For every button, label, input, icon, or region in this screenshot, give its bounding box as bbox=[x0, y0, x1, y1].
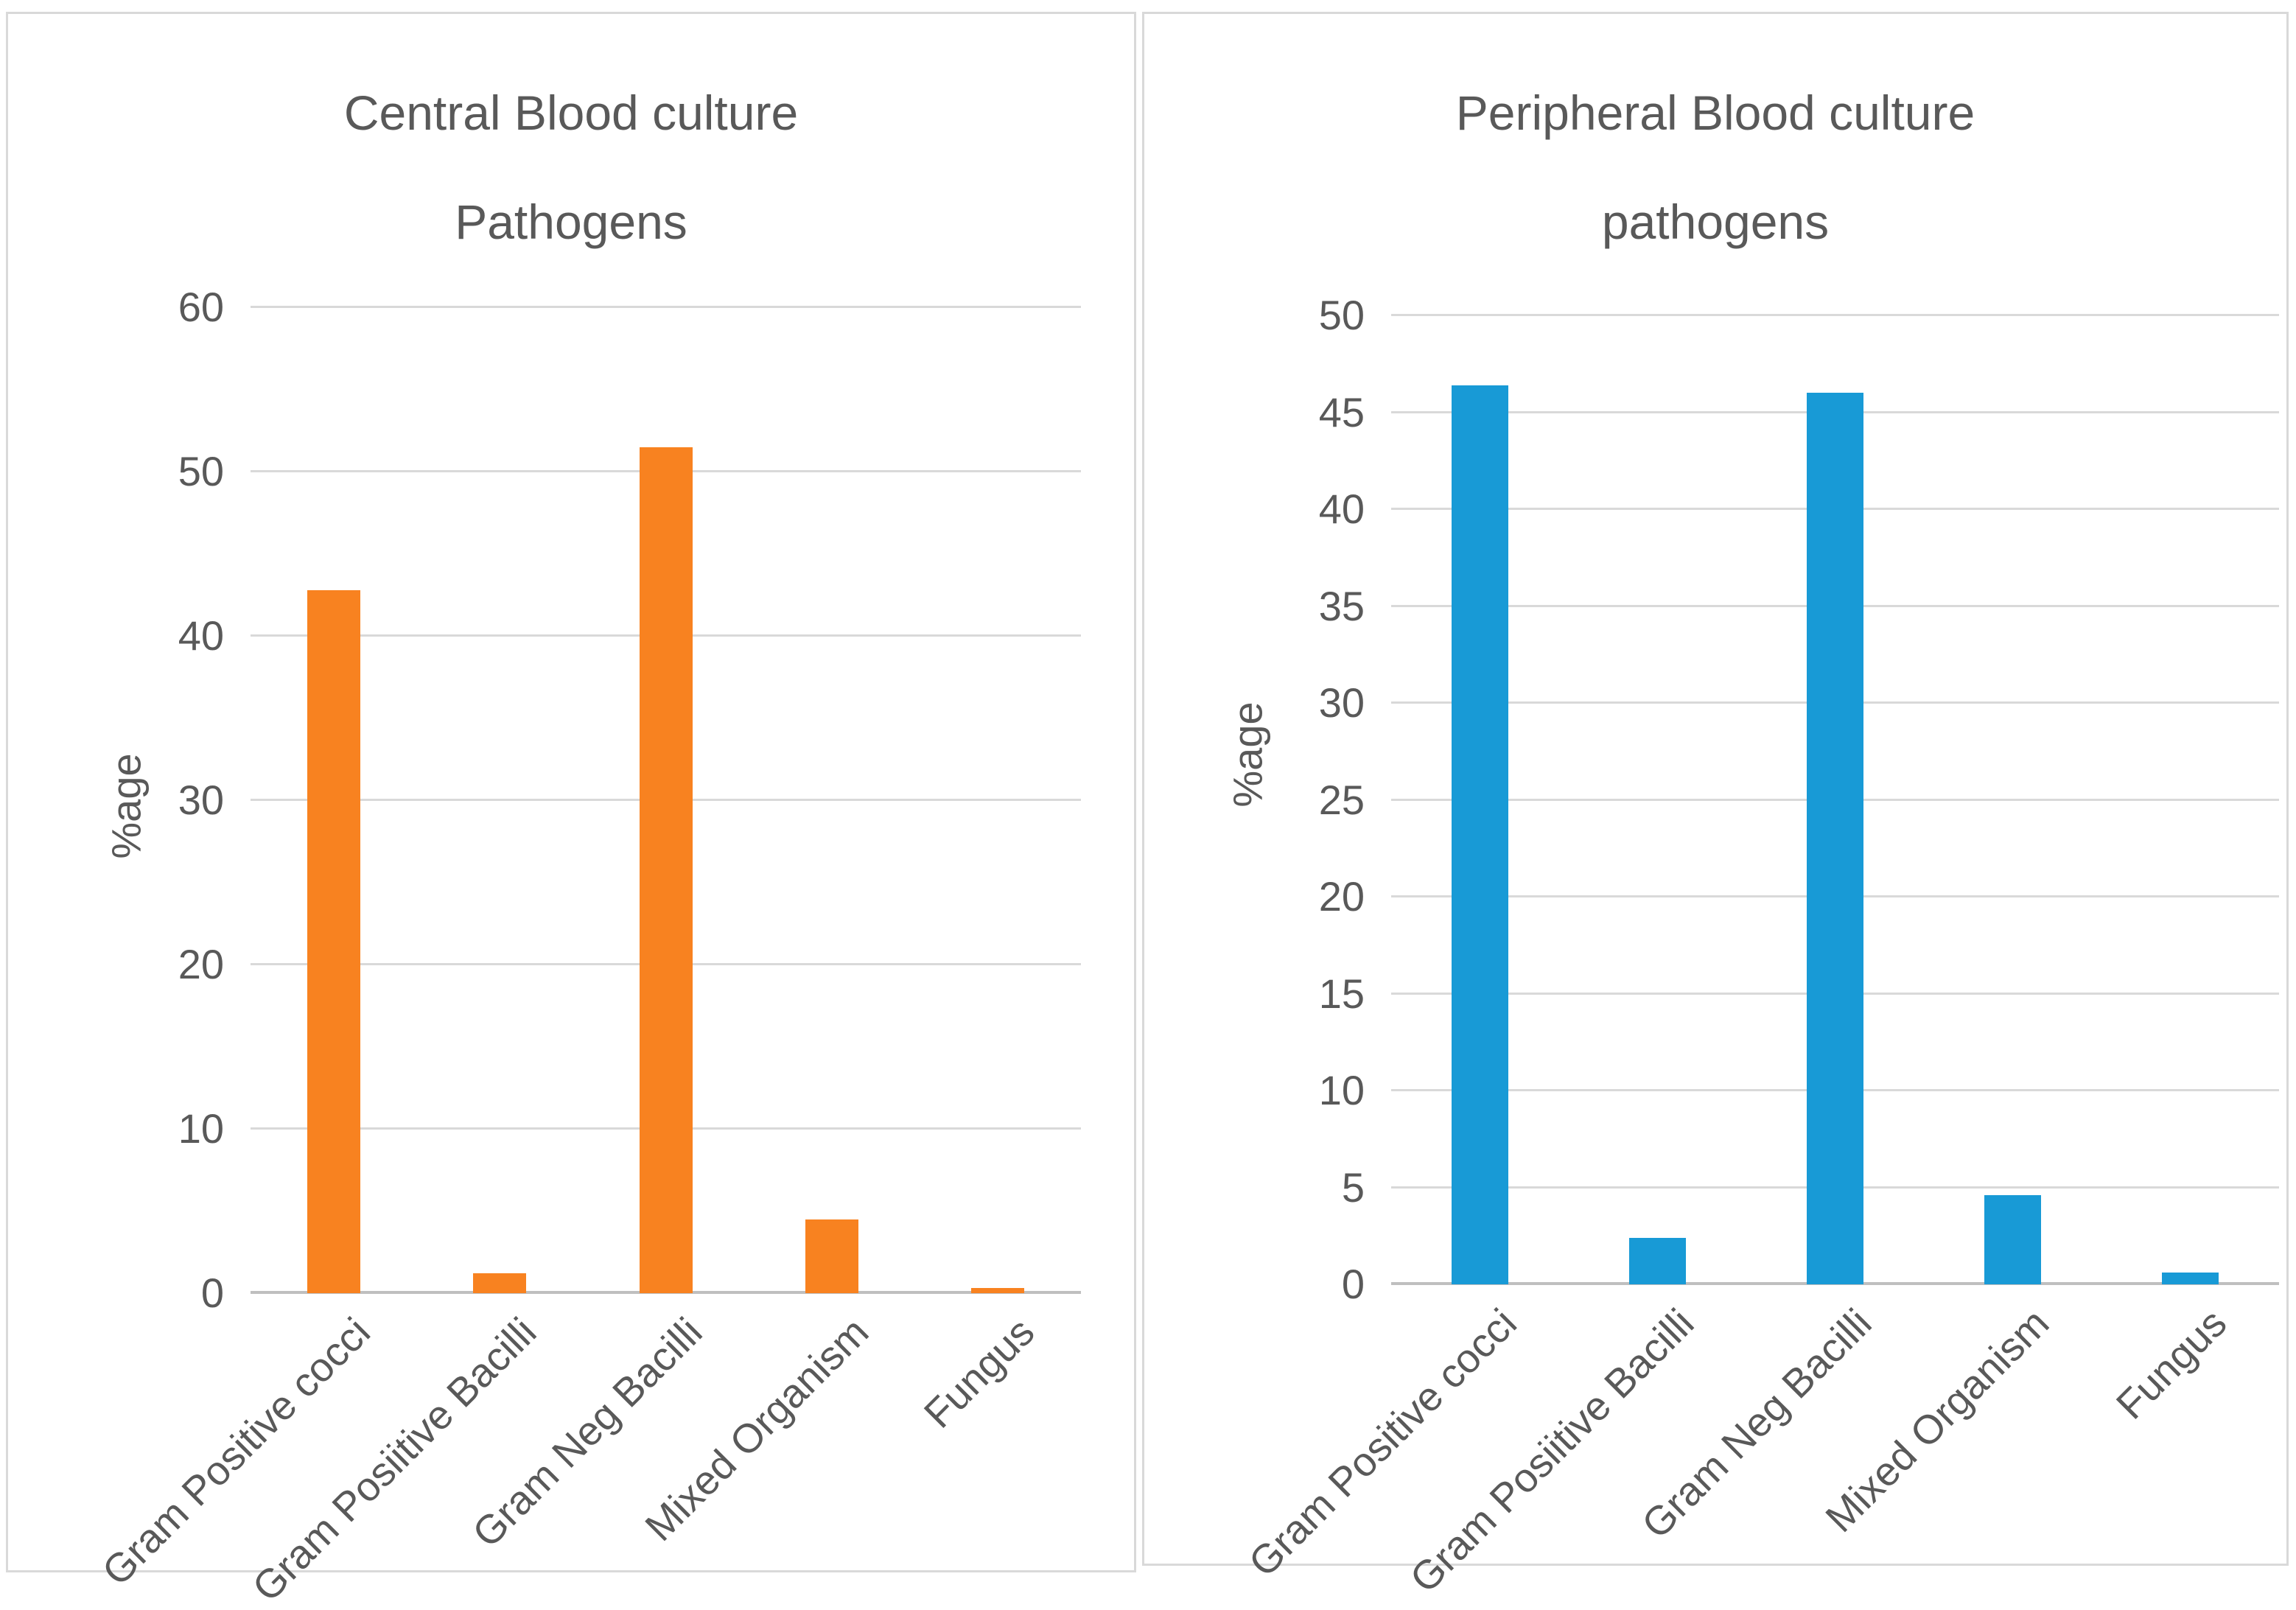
y-tick-label: 30 bbox=[178, 777, 224, 823]
chart-title-line2: Pathogens bbox=[455, 195, 687, 249]
x-category-label: Fungus bbox=[914, 1309, 1043, 1437]
bar-fungus bbox=[2162, 1273, 2219, 1284]
bar-mixed-organism bbox=[1984, 1195, 2041, 1284]
bar-gram-posiitive-bacilli bbox=[1629, 1237, 1686, 1284]
bar-gram-positive-cocci bbox=[307, 589, 360, 1293]
bar-fungus bbox=[971, 1288, 1025, 1293]
bar-gram-neg-bacilli bbox=[639, 447, 693, 1293]
chart-title: Peripheral Blood culture pathogens bbox=[1144, 58, 2286, 276]
x-category-label: Fungus bbox=[2107, 1300, 2236, 1428]
y-tick-label: 35 bbox=[1318, 582, 1365, 629]
y-tick-label: 45 bbox=[1318, 388, 1365, 435]
bar-gram-posiitive-bacilli bbox=[473, 1273, 527, 1293]
bar-gram-positive-cocci bbox=[1452, 385, 1508, 1284]
y-tick-label: 60 bbox=[178, 284, 224, 330]
chart-title-line1: Central Blood culture bbox=[343, 85, 799, 140]
y-axis-label: %age bbox=[1224, 701, 1271, 808]
central-blood-culture-chart-panel: Central Blood culture Pathogens %age 0 10… bbox=[6, 12, 1136, 1610]
chart-title-line2: pathogens bbox=[1601, 195, 1830, 249]
y-tick-label: 5 bbox=[1341, 1163, 1365, 1211]
y-tick-label: 0 bbox=[200, 1270, 224, 1316]
bar-gram-neg-bacilli bbox=[1807, 393, 1863, 1284]
chart-title: Central Blood culture Pathogens bbox=[8, 58, 1134, 276]
y-tick-label: 50 bbox=[178, 448, 224, 494]
y-tick-label: 40 bbox=[178, 612, 224, 659]
y-tick-label: 25 bbox=[1318, 776, 1365, 823]
bar-mixed-organism bbox=[805, 1219, 858, 1293]
y-axis-label: %age bbox=[102, 753, 150, 859]
peripheral-blood-culture-chart-panel: Peripheral Blood culture pathogens %age … bbox=[1142, 12, 2289, 1601]
gridline bbox=[251, 306, 1081, 308]
y-tick-label: 10 bbox=[1318, 1067, 1365, 1113]
y-tick-label: 20 bbox=[1318, 873, 1365, 920]
x-category-label: Gram Posiitive Bacilli bbox=[243, 1309, 545, 1610]
plot-area: 0 10 20 30 40 50 60 Gram Positive cocci Gram Pos… bbox=[93, 287, 1081, 1610]
plot-area: 0 5 10 15 20 25 30 35 40 45 50 Gram Positive cocci G… bbox=[1239, 295, 2279, 1601]
y-tick-label: 0 bbox=[1341, 1261, 1365, 1307]
y-tick-label: 30 bbox=[1318, 679, 1365, 726]
y-tick-label: 15 bbox=[1318, 970, 1365, 1017]
chart-title-line1: Peripheral Blood culture bbox=[1455, 85, 1975, 140]
y-tick-label: 20 bbox=[178, 941, 224, 987]
gridline bbox=[1391, 314, 2279, 316]
y-tick-label: 40 bbox=[1318, 486, 1365, 532]
y-tick-label: 10 bbox=[178, 1105, 224, 1152]
y-tick-label: 50 bbox=[1318, 292, 1365, 338]
